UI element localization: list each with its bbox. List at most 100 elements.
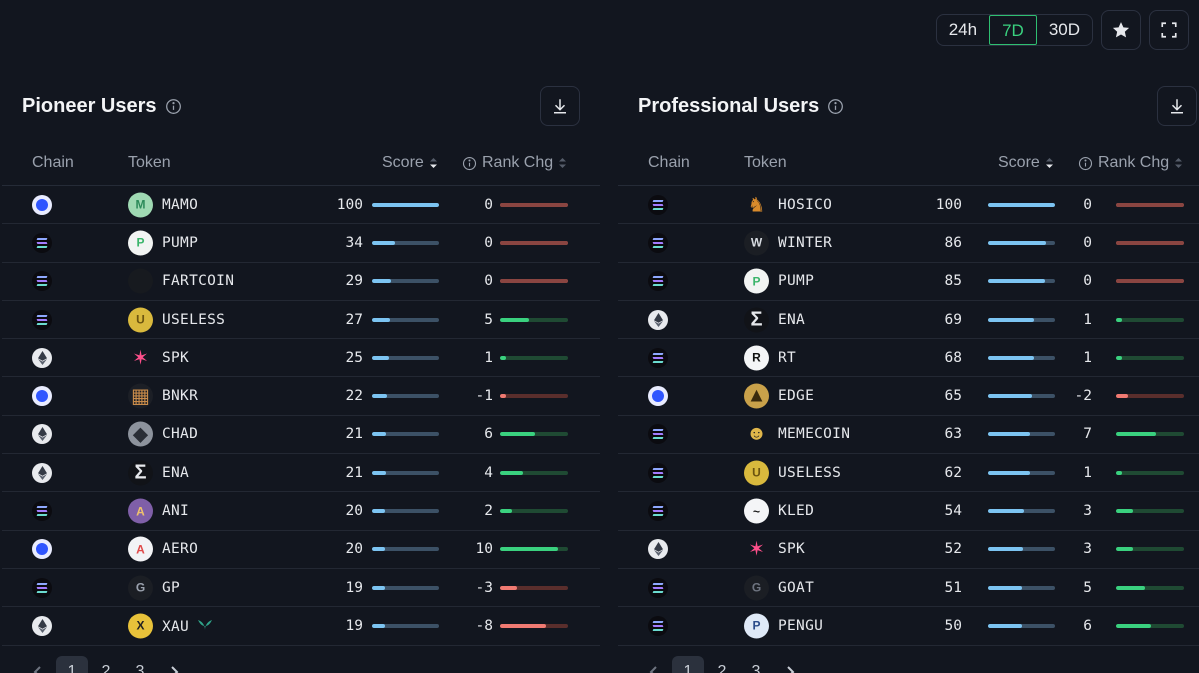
rank-change-bar-fill <box>1116 585 1145 590</box>
table-row[interactable]: Σ ENA 69 1 <box>618 301 1199 340</box>
table-row[interactable]: R RT 68 1 <box>618 339 1199 378</box>
score-bar-fill <box>988 202 1055 207</box>
download-button[interactable] <box>1157 86 1197 126</box>
score-bar <box>988 240 1055 245</box>
period-30d-button[interactable]: 30D <box>1048 20 1080 39</box>
table-row[interactable]: ☻ MEMECOIN 63 7 <box>618 416 1199 455</box>
rank-change-bar <box>500 509 568 514</box>
rank-change-value: -3 <box>475 579 493 596</box>
column-score-sort[interactable]: Score <box>998 154 1054 172</box>
table-row[interactable]: U USELESS 62 1 <box>618 454 1199 493</box>
token-name[interactable]: MEMECOIN <box>778 426 851 443</box>
token-name[interactable]: GOAT <box>778 579 815 596</box>
token-name[interactable]: MAMO <box>162 196 199 213</box>
token-name[interactable]: USELESS <box>778 464 842 481</box>
token-name[interactable]: WINTER <box>778 234 833 251</box>
token-name[interactable]: FARTCOIN <box>162 273 235 290</box>
token-name[interactable]: PENGU <box>778 617 824 634</box>
rank-change-bar-fill <box>1116 394 1128 399</box>
solana-chain-icon <box>648 501 668 522</box>
token-name[interactable]: SPK <box>778 541 806 558</box>
info-icon[interactable] <box>827 98 844 115</box>
token-name[interactable]: ANI <box>162 503 190 520</box>
score-bar <box>988 585 1055 590</box>
download-button[interactable] <box>540 86 580 126</box>
token-name[interactable]: AERO <box>162 541 199 558</box>
period-24h-button[interactable]: 24h <box>948 20 978 39</box>
page-2-button[interactable]: 2 <box>717 663 727 673</box>
table-row[interactable]: ~ KLED 54 3 <box>618 492 1199 531</box>
token-name[interactable]: ENA <box>162 464 190 481</box>
page-3-button[interactable]: 3 <box>135 663 145 673</box>
token-name[interactable]: HOSICO <box>778 196 833 213</box>
column-rank-chg-sort[interactable]: Rank Chg <box>462 154 567 172</box>
score-value: 100 <box>935 196 962 213</box>
score-value: 20 <box>345 541 363 558</box>
solana-chain-icon <box>32 271 52 292</box>
table-row[interactable]: ✶ SPK 52 3 <box>618 531 1199 569</box>
table-row[interactable]: G GOAT 51 5 <box>618 569 1199 608</box>
score-value: 19 <box>345 579 363 596</box>
score-bar-fill <box>988 279 1045 284</box>
table-row[interactable]: ◆ CHAD 21 6 <box>2 416 600 455</box>
score-bar-fill <box>372 470 387 475</box>
token-name[interactable]: EDGE <box>778 388 815 405</box>
mamo-token-icon: M <box>128 192 153 218</box>
next-page-button[interactable] <box>774 656 806 673</box>
token-name[interactable]: ENA <box>778 311 806 328</box>
column-rank-chg-sort[interactable]: Rank Chg <box>1078 154 1183 172</box>
prev-page-button[interactable] <box>638 656 670 673</box>
column-score-sort[interactable]: Score <box>382 154 438 172</box>
table-row[interactable]: ♞ HOSICO 100 0 <box>618 186 1199 225</box>
token-name[interactable]: KLED <box>778 503 815 520</box>
table-row[interactable]: U USELESS 27 5 <box>2 301 600 340</box>
token-name[interactable]: PUMP <box>778 273 815 290</box>
page-3-button[interactable]: 3 <box>751 663 761 673</box>
token-name[interactable]: PUMP <box>162 234 199 251</box>
table-row[interactable]: A AERO 20 10 <box>2 531 600 569</box>
favorite-button[interactable] <box>1101 10 1141 50</box>
table-row[interactable]: P PENGU 50 6 <box>618 607 1199 646</box>
rank-change-value: -1 <box>475 388 493 405</box>
page-2-button[interactable]: 2 <box>101 663 111 673</box>
info-icon[interactable] <box>165 98 182 115</box>
next-page-button[interactable] <box>158 656 190 673</box>
page-1-button[interactable]: 1 <box>56 656 88 673</box>
table-row[interactable]: G GP 19 -3 <box>2 569 600 608</box>
table-row[interactable]: M MAMO 100 0 <box>2 186 600 225</box>
rank-change-bar <box>500 623 568 628</box>
token-name[interactable]: GP <box>162 579 181 596</box>
token-name[interactable]: RT <box>778 349 797 366</box>
page-1-button[interactable]: 1 <box>672 656 704 673</box>
score-bar <box>988 432 1055 437</box>
table-header: Chain Token Score Rank Chg <box>618 126 1199 186</box>
pagination: 1 2 3 <box>22 656 190 673</box>
score-value: 34 <box>345 234 363 251</box>
token-name[interactable]: XAU <box>162 617 213 635</box>
solana-chain-icon <box>648 424 668 445</box>
table-row[interactable]: ✶ SPK 25 1 <box>2 339 600 378</box>
table-row[interactable]: P PUMP 85 0 <box>618 263 1199 301</box>
sort-icon <box>559 158 567 168</box>
table-row[interactable]: FARTCOIN 29 0 <box>2 263 600 301</box>
rank-change-bar <box>500 432 568 437</box>
token-name[interactable]: SPK <box>162 349 190 366</box>
token-name[interactable]: USELESS <box>162 311 226 328</box>
rank-change-bar <box>500 240 568 245</box>
rank-change-bar <box>1116 470 1184 475</box>
token-name[interactable]: BNKR <box>162 388 199 405</box>
rank-change-bar <box>500 317 568 322</box>
table-row[interactable]: P PUMP 34 0 <box>2 224 600 263</box>
table-row[interactable]: ▦ BNKR 22 -1 <box>2 377 600 416</box>
token-name[interactable]: CHAD <box>162 426 199 443</box>
table-row[interactable]: A ANI 20 2 <box>2 492 600 531</box>
table-row[interactable]: X XAU 19 -8 <box>2 607 600 646</box>
prev-page-button[interactable] <box>22 656 54 673</box>
table-row[interactable]: ▲ EDGE 65 -2 <box>618 377 1199 416</box>
table-row[interactable]: Σ ENA 21 4 <box>2 454 600 493</box>
fullscreen-button[interactable] <box>1149 10 1189 50</box>
period-7d-button[interactable]: 7D <box>989 15 1037 45</box>
score-bar-fill <box>372 585 385 590</box>
solana-chain-icon <box>648 462 668 483</box>
table-row[interactable]: W WINTER 86 0 <box>618 224 1199 263</box>
